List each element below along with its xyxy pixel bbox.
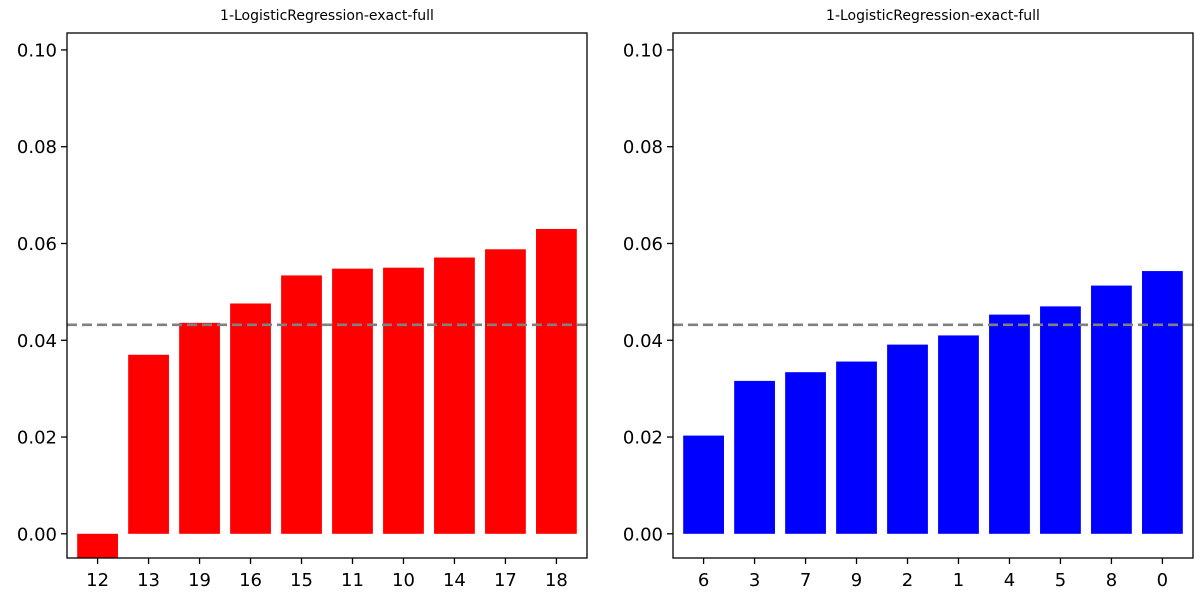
left-y-tick-label: 0.06 — [17, 234, 57, 255]
left-bar-17 — [485, 249, 526, 534]
left-axes-frame — [66, 32, 588, 559]
right-bar-9 — [836, 361, 877, 534]
right-y-tick-label: 0.08 — [623, 137, 663, 158]
left-x-tick-label: 19 — [188, 570, 211, 591]
left-bar-13 — [128, 354, 169, 534]
left-chart-title: 1-LogisticRegression-exact-full — [220, 8, 434, 24]
left-bar-16 — [230, 303, 271, 534]
left-bar-12 — [77, 533, 118, 558]
right-x-tick-label: 7 — [800, 570, 811, 591]
left-y-tick-label: 0.10 — [17, 40, 57, 61]
right-y-tick-label: 0.00 — [623, 524, 663, 545]
right-x-tick-label: 3 — [749, 570, 760, 591]
right-bar-8 — [1091, 285, 1132, 534]
right-bar-1 — [938, 335, 979, 534]
right-bar-7 — [785, 372, 826, 534]
right-bar-5 — [1040, 306, 1081, 534]
left-chart-panel: 1-LogisticRegression-exact-full 0.00 0.02… — [17, 8, 588, 591]
left-bar-11 — [332, 268, 373, 534]
right-x-tick-label: 8 — [1106, 570, 1117, 591]
left-x-tick-label: 14 — [443, 570, 466, 591]
right-chart-title: 1-LogisticRegression-exact-full — [826, 8, 1040, 24]
right-y-tick-label: 0.10 — [623, 40, 663, 61]
right-x-tick-label: 9 — [851, 570, 862, 591]
right-axes-frame — [672, 32, 1194, 559]
left-x-tick-label: 18 — [545, 570, 568, 591]
left-bar-19 — [179, 322, 220, 534]
left-x-tick-label: 13 — [137, 570, 160, 591]
right-x-tick-label: 4 — [1004, 570, 1015, 591]
right-y-tick-label: 0.02 — [623, 428, 663, 449]
left-y-tick-label: 0.04 — [17, 331, 57, 352]
right-y-tick-label: 0.06 — [623, 234, 663, 255]
right-y-tick-label: 0.04 — [623, 331, 663, 352]
left-bar-15 — [281, 275, 322, 534]
left-x-tick-label: 11 — [341, 570, 364, 591]
left-x-tick-label: 15 — [290, 570, 313, 591]
right-x-tick-label: 5 — [1055, 570, 1066, 591]
left-x-tick-label: 17 — [494, 570, 517, 591]
right-x-tick-label: 2 — [902, 570, 913, 591]
right-bar-2 — [887, 344, 928, 534]
right-bar-0 — [1142, 271, 1183, 534]
left-x-tick-label: 12 — [86, 570, 109, 591]
right-x-tick-label: 6 — [698, 570, 709, 591]
right-x-tick-label: 1 — [953, 570, 964, 591]
left-x-tick-label: 10 — [392, 570, 415, 591]
right-chart-panel: 1-LogisticRegression-exact-full 0.00 0.02… — [623, 8, 1194, 591]
right-x-tick-label: 0 — [1157, 570, 1168, 591]
left-y-tick-label: 0.00 — [17, 524, 57, 545]
left-y-tick-label: 0.08 — [17, 137, 57, 158]
left-y-tick-label: 0.02 — [17, 428, 57, 449]
left-bar-18 — [536, 228, 577, 534]
left-bar-10 — [383, 267, 424, 534]
left-x-tick-label: 16 — [239, 570, 262, 591]
right-bar-6 — [683, 435, 724, 534]
left-bar-14 — [434, 257, 475, 534]
right-bar-3 — [734, 380, 775, 534]
right-bar-4 — [989, 314, 1030, 534]
